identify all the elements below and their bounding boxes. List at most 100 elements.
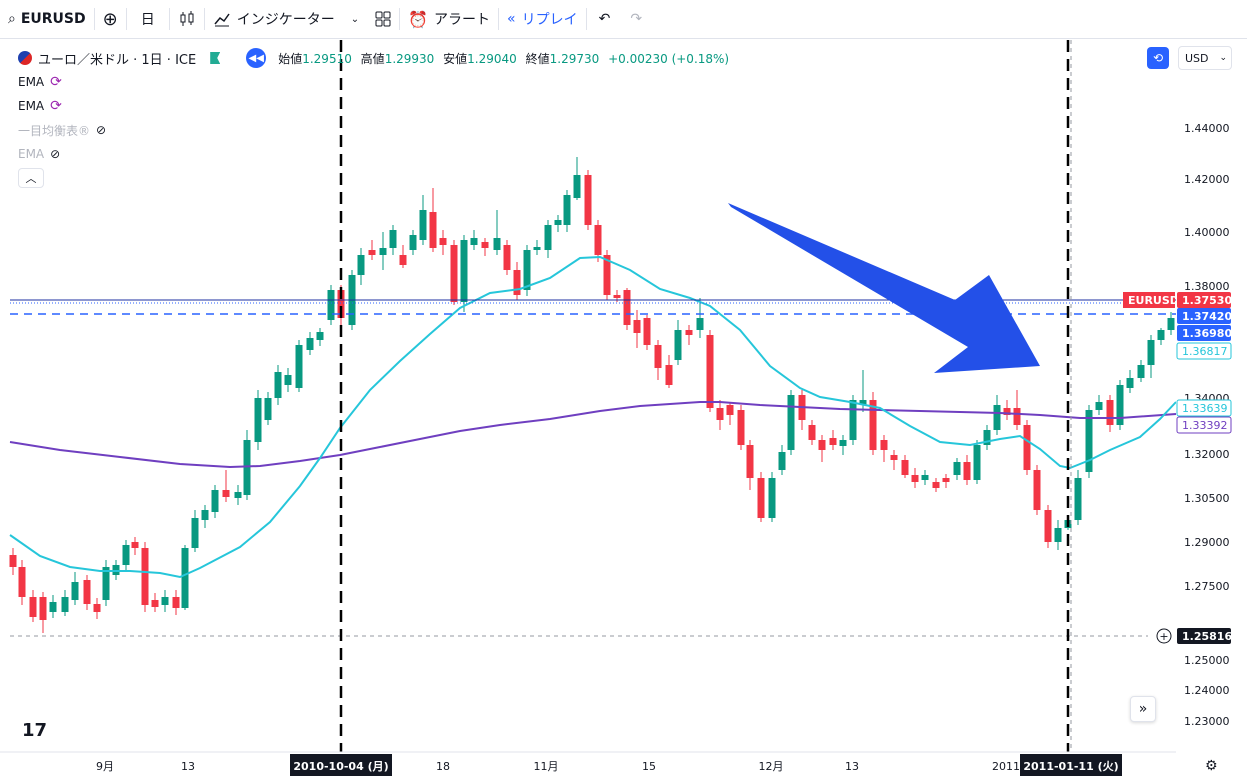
x-tick-label: 2011 [992, 760, 1020, 773]
candle [122, 540, 130, 570]
change-value: +0.00230 (+0.18%) [608, 51, 730, 66]
candle [554, 215, 562, 232]
candle [71, 572, 79, 605]
candle [737, 405, 745, 450]
symbol-title: ユーロ／米ドル · 1日 · ICE [38, 52, 197, 68]
undo-icon: ↶ [598, 11, 611, 27]
indicator-row[interactable]: EMA ⟳ [18, 94, 729, 118]
candle [503, 240, 511, 275]
add-alert-icon[interactable] [1156, 628, 1172, 644]
candle [726, 402, 734, 425]
plus-circle-icon: ⊕ [102, 8, 118, 30]
y-tick-label: 1.24000 [1184, 684, 1230, 697]
candle [254, 390, 262, 450]
price-label: 1.37530 [1182, 294, 1232, 307]
indicator-row[interactable]: 一目均衡表® ⊘ [18, 118, 729, 142]
y-tick-label: 1.42000 [1184, 173, 1230, 186]
templates-button[interactable] [367, 0, 399, 38]
sync-button[interactable]: ⟲ [1147, 47, 1169, 69]
chart-pane[interactable]: 1.44000 1.42000 1.40000 1.38000 1.34000 1.320… [0, 39, 1247, 776]
candle [327, 285, 335, 325]
top-toolbar: ⌕ EURUSD ⊕ 日 インジケーター ⌄ ⏰ アラート « [0, 0, 1247, 39]
price-label: 1.36980 [1182, 327, 1232, 340]
divider [498, 8, 500, 30]
indicator-name: EMA [18, 75, 45, 89]
candle [674, 320, 682, 365]
candle [696, 298, 704, 338]
double-chevron-right-icon: » [1138, 701, 1148, 717]
divider [125, 8, 127, 30]
indicator-row[interactable]: EMA ⟳ [18, 70, 729, 94]
candle [470, 230, 478, 250]
gear-icon[interactable]: ⚙ [1205, 758, 1218, 774]
sync-icon: ⟲ [1152, 51, 1164, 65]
rewind-button[interactable]: ◀◀ [246, 48, 267, 68]
x-tick-label: 18 [436, 760, 450, 773]
candle [419, 195, 427, 245]
indicator-row[interactable]: EMA ⊘ [18, 142, 729, 166]
candle [1033, 465, 1041, 515]
scroll-to-latest-button[interactable]: » [1130, 696, 1156, 722]
indicators-button[interactable]: インジケーター ⌄ [205, 0, 367, 38]
high-label: 高値 [360, 51, 385, 66]
candle [429, 188, 437, 252]
candle [1074, 470, 1082, 525]
candle [1116, 380, 1124, 430]
candle [141, 542, 149, 612]
y-tick-label: 1.32000 [1184, 448, 1230, 461]
symbol-search[interactable]: ⌕ EURUSD [0, 0, 94, 38]
candle [869, 392, 877, 455]
candle [963, 455, 971, 485]
interval-button[interactable]: 日 [127, 0, 169, 38]
candle [161, 590, 169, 612]
candle [942, 474, 950, 488]
close-value: 1.29730 [549, 51, 600, 66]
candle [818, 435, 826, 462]
candle [295, 340, 303, 392]
candle [409, 230, 417, 255]
candle [584, 170, 592, 230]
x-tick-label: 15 [642, 760, 656, 773]
price-label-box [1176, 399, 1232, 417]
candle [654, 340, 662, 380]
candle [603, 250, 611, 300]
search-icon: ⌕ [8, 11, 16, 27]
candle [450, 240, 458, 305]
price-label-box [1177, 292, 1231, 308]
collapse-legend-button[interactable]: ︿ [18, 168, 44, 188]
candle [1147, 335, 1155, 378]
chart-type-button[interactable] [170, 0, 204, 38]
symbol-price-tag-text: EURUSD [1128, 294, 1179, 307]
candle [1085, 405, 1093, 478]
candle [685, 325, 693, 345]
legend-main-row: ユーロ／米ドル · 1日 · ICE ◀◀ 始値1.29510 高値1.2993… [18, 46, 729, 70]
candle [643, 315, 651, 350]
eye-hidden-icon[interactable]: ⊘ [96, 123, 107, 137]
candle [808, 420, 816, 445]
price-chart[interactable]: 1.440001.420001.400001.380001.340001.320… [0, 39, 1247, 776]
candle [1044, 505, 1052, 548]
compare-button[interactable]: ⊕ [95, 0, 126, 38]
alert-button[interactable]: ⏰ アラート [400, 0, 498, 38]
candle [890, 450, 898, 470]
candle [201, 505, 209, 528]
ema-slow-line [9, 401, 1177, 469]
divider [399, 8, 401, 30]
x-tick-label: 13 [181, 760, 195, 773]
candle [1013, 390, 1021, 430]
replay-button[interactable]: « リプレイ [499, 0, 586, 38]
price-label-box [1177, 628, 1231, 644]
candle [1157, 328, 1165, 345]
undo-button[interactable]: ↶ [587, 0, 623, 38]
divider [203, 8, 205, 30]
currency-select[interactable]: USD ⌄ [1178, 46, 1232, 70]
candle [953, 458, 961, 480]
candle [368, 240, 376, 260]
y-tick-label: 1.25000 [1184, 654, 1230, 667]
candle [243, 430, 251, 500]
redo-button[interactable]: ↷ [622, 0, 650, 38]
high-value: 1.29930 [384, 51, 435, 66]
candle [264, 392, 272, 425]
y-tick-label: 1.23000 [1184, 715, 1230, 728]
eye-hidden-icon[interactable]: ⊘ [50, 147, 61, 161]
